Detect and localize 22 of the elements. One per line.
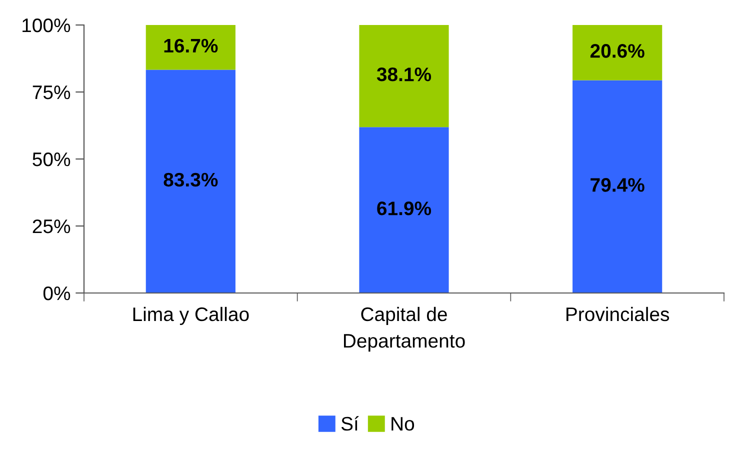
x-tick-label: Capital de Departamento — [344, 306, 465, 352]
data-label: 61.9% — [377, 202, 432, 216]
data-label: 20.6% — [590, 44, 644, 58]
legend-label: Sí — [341, 416, 359, 431]
bar — [359, 25, 449, 128]
data-label: 38.1% — [376, 68, 432, 82]
data-label: 16.7% — [164, 38, 218, 53]
y-tick-label: 0% — [43, 286, 70, 300]
data-label: 79.4% — [590, 178, 644, 192]
y-tick-label: 75% — [32, 86, 70, 100]
bar — [146, 25, 236, 70]
y-tick-label: 50% — [32, 152, 70, 166]
x-tick-label: Provinciales — [566, 306, 670, 322]
bar — [572, 25, 662, 80]
bar — [572, 80, 662, 293]
bar — [359, 127, 449, 293]
legend-label: No — [392, 417, 414, 431]
data-label: 83.3% — [164, 172, 218, 187]
bar — [146, 70, 236, 293]
x-tick-label: Lima y Callao — [133, 306, 249, 326]
y-tick-label: 25% — [32, 219, 70, 234]
y-tick-label: 100% — [22, 18, 70, 32]
